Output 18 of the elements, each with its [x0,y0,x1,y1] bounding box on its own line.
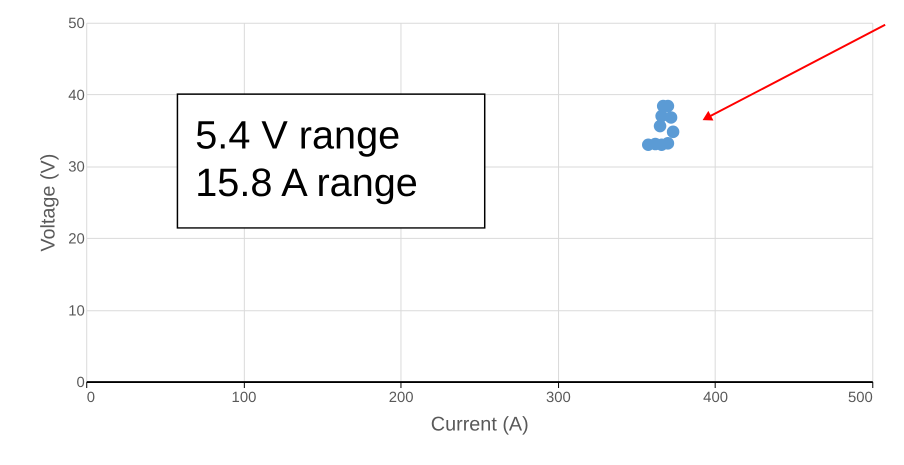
annotation: 5.4 V range 15.8 A range [195,114,418,206]
x-tick-label: 100 [232,390,256,406]
y-tick-label: 40 [68,88,85,104]
x-tick-label: 400 [703,390,728,406]
y-tick-label: 50 [68,16,85,32]
x-tick-label: 500 [848,390,873,406]
y-tick-label: 30 [68,160,85,176]
x-axis-title: Current (A) [430,414,529,436]
y-tick-label: 0 [76,375,85,392]
y-tick-label: 10 [68,303,85,320]
x-tick-label: 0 [86,390,95,406]
y-axis-title: Voltage (V) [37,154,60,252]
y-tick-label: 20 [68,231,85,248]
point [654,120,666,132]
x-tick-label: 200 [388,390,414,406]
point [664,111,678,124]
x-tick-label: 300 [546,390,571,406]
point [666,126,680,138]
